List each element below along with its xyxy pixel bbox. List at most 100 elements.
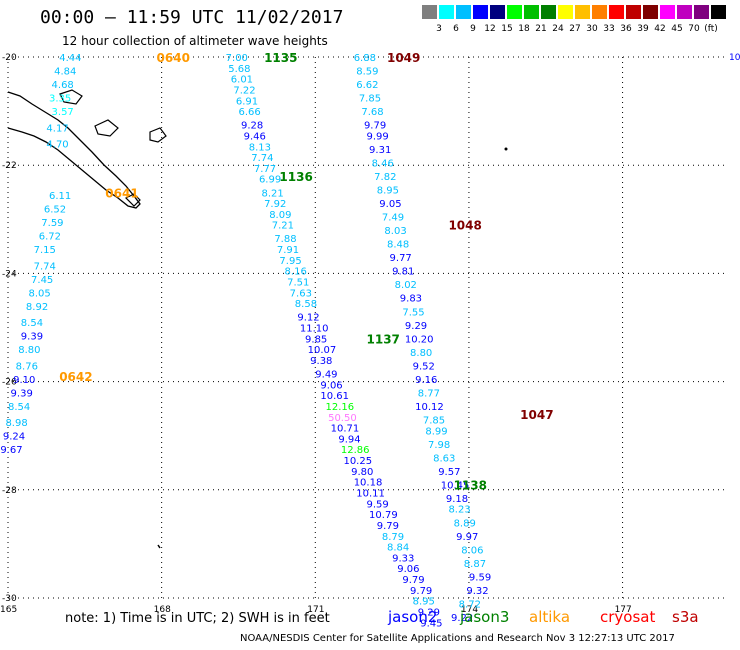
swh-value: 7.98 [428,440,450,451]
swh-value: 4.44 [59,53,81,64]
scale-label: 9 [470,24,476,34]
swh-value: 8.05 [28,288,50,299]
swh-value: 9.59 [469,572,491,583]
swh-value: 10.07 [308,345,337,356]
scale-swatch [456,5,471,19]
swh-value: 7.63 [290,288,312,299]
swh-value: 7.00 [226,53,248,64]
swh-value: 9.33 [392,553,414,564]
small-island [504,147,508,151]
scale-label: 27 [569,24,581,34]
satellite-altika: altika [529,608,571,626]
scale-swatch [609,5,624,19]
scale-swatch [439,5,454,19]
scale-label: 33 [603,24,615,34]
swh-value: 6.99 [259,175,281,186]
longitude-label: 171 [307,605,324,615]
scale-label: 6 [453,24,459,34]
swh-value: 6.62 [356,80,378,91]
swh-value: 4.17 [46,123,68,134]
scale-label: 18 [518,24,530,34]
swh-value: 9.28 [241,121,263,132]
satellite-cryosat: cryosat [600,608,656,626]
coastline-island [124,193,141,207]
pass-label: 0642 [59,370,92,384]
swh-value: 9.06 [320,380,342,391]
swh-value: 7.21 [272,221,294,232]
swh-value: 9.38 [310,356,332,367]
longitude-label: 177 [615,605,632,615]
swh-value: 7.74 [251,153,273,164]
swh-value: 10.45 [441,480,470,491]
swh-value: 10.11 [356,489,385,500]
swh-value: 9.80 [351,467,373,478]
scale-label: 30 [586,24,598,34]
swh-value: 7.82 [374,172,396,183]
swh-value: 5.68 [228,64,250,75]
swh-value: 9.45 [420,618,442,629]
swh-value: 8.79 [382,532,404,543]
longitude-label: 174 [461,605,478,615]
swh-value: 9.79 [364,121,386,132]
scale-swatch [694,5,709,19]
scale-label: 70 [688,24,700,34]
latitude-label: -26 [2,378,17,388]
swh-value: 10.18 [354,478,383,489]
right-edge-label: 10 [729,53,740,63]
swh-value: 8.06 [461,545,483,556]
satellite-s3a: s3a [672,608,699,626]
scale-label: 15 [501,24,513,34]
swh-value: 9.31 [369,145,391,156]
swh-value: 9.12 [297,313,319,324]
swh-value: 9.79 [377,521,399,532]
latitude-label: -28 [2,486,17,496]
pass-label: 1049 [387,51,420,65]
scale-swatch [643,5,658,19]
swh-value: 7.91 [277,245,299,256]
swh-value: 9.05 [379,199,401,210]
swh-value: 8.59 [356,67,378,78]
swh-value: 9.52 [413,361,435,372]
swh-value: 8.87 [464,559,486,570]
swh-value: 9.29 [405,321,427,332]
swh-value: 9.94 [338,434,360,445]
pass-label: 1048 [448,219,481,233]
swh-value: 8.09 [269,210,291,221]
swh-value: 9.79 [402,575,424,586]
small-island [157,544,161,549]
pass-label: 1137 [367,332,400,346]
swh-value: 7.49 [382,213,404,224]
pass-label: 1047 [520,408,553,422]
pass-label: 0640 [157,51,190,65]
swh-value: 7.77 [254,164,276,175]
swh-value: 10.61 [320,391,349,402]
swh-value: 8.63 [433,453,455,464]
scale-swatch [592,5,607,19]
swh-value: 8.80 [410,348,432,359]
scale-label: 3 [436,24,442,34]
swh-value: 7.68 [361,107,383,118]
swh-value: 9.99 [367,131,389,142]
swh-value: 8.80 [18,345,40,356]
swh-value: 10.71 [331,424,360,435]
swh-value: 8.76 [16,361,38,372]
scale-swatch [422,5,437,19]
swh-value: 6.11 [49,191,71,202]
swh-value: 8.84 [387,543,409,554]
swh-value: 10.12 [415,402,444,413]
pass-label: 1135 [264,51,297,65]
swh-value: 8.03 [384,226,406,237]
swh-value: 9.79 [410,586,432,597]
latitude-label: -22 [2,161,17,171]
map-title: 00:00 – 11:59 UTC 11/02/2017 [40,7,344,28]
swh-value: 6.91 [236,96,258,107]
swh-value: 9.06 [397,564,419,575]
scale-label: 36 [620,24,632,34]
swh-value: 4.68 [52,80,74,91]
scale-swatch [711,5,726,19]
coastline-new-caledonia [7,91,141,209]
satellite-jason2: jason2 [388,608,438,626]
swh-value: 3.35 [49,94,71,105]
swh-value: 10.79 [369,510,398,521]
